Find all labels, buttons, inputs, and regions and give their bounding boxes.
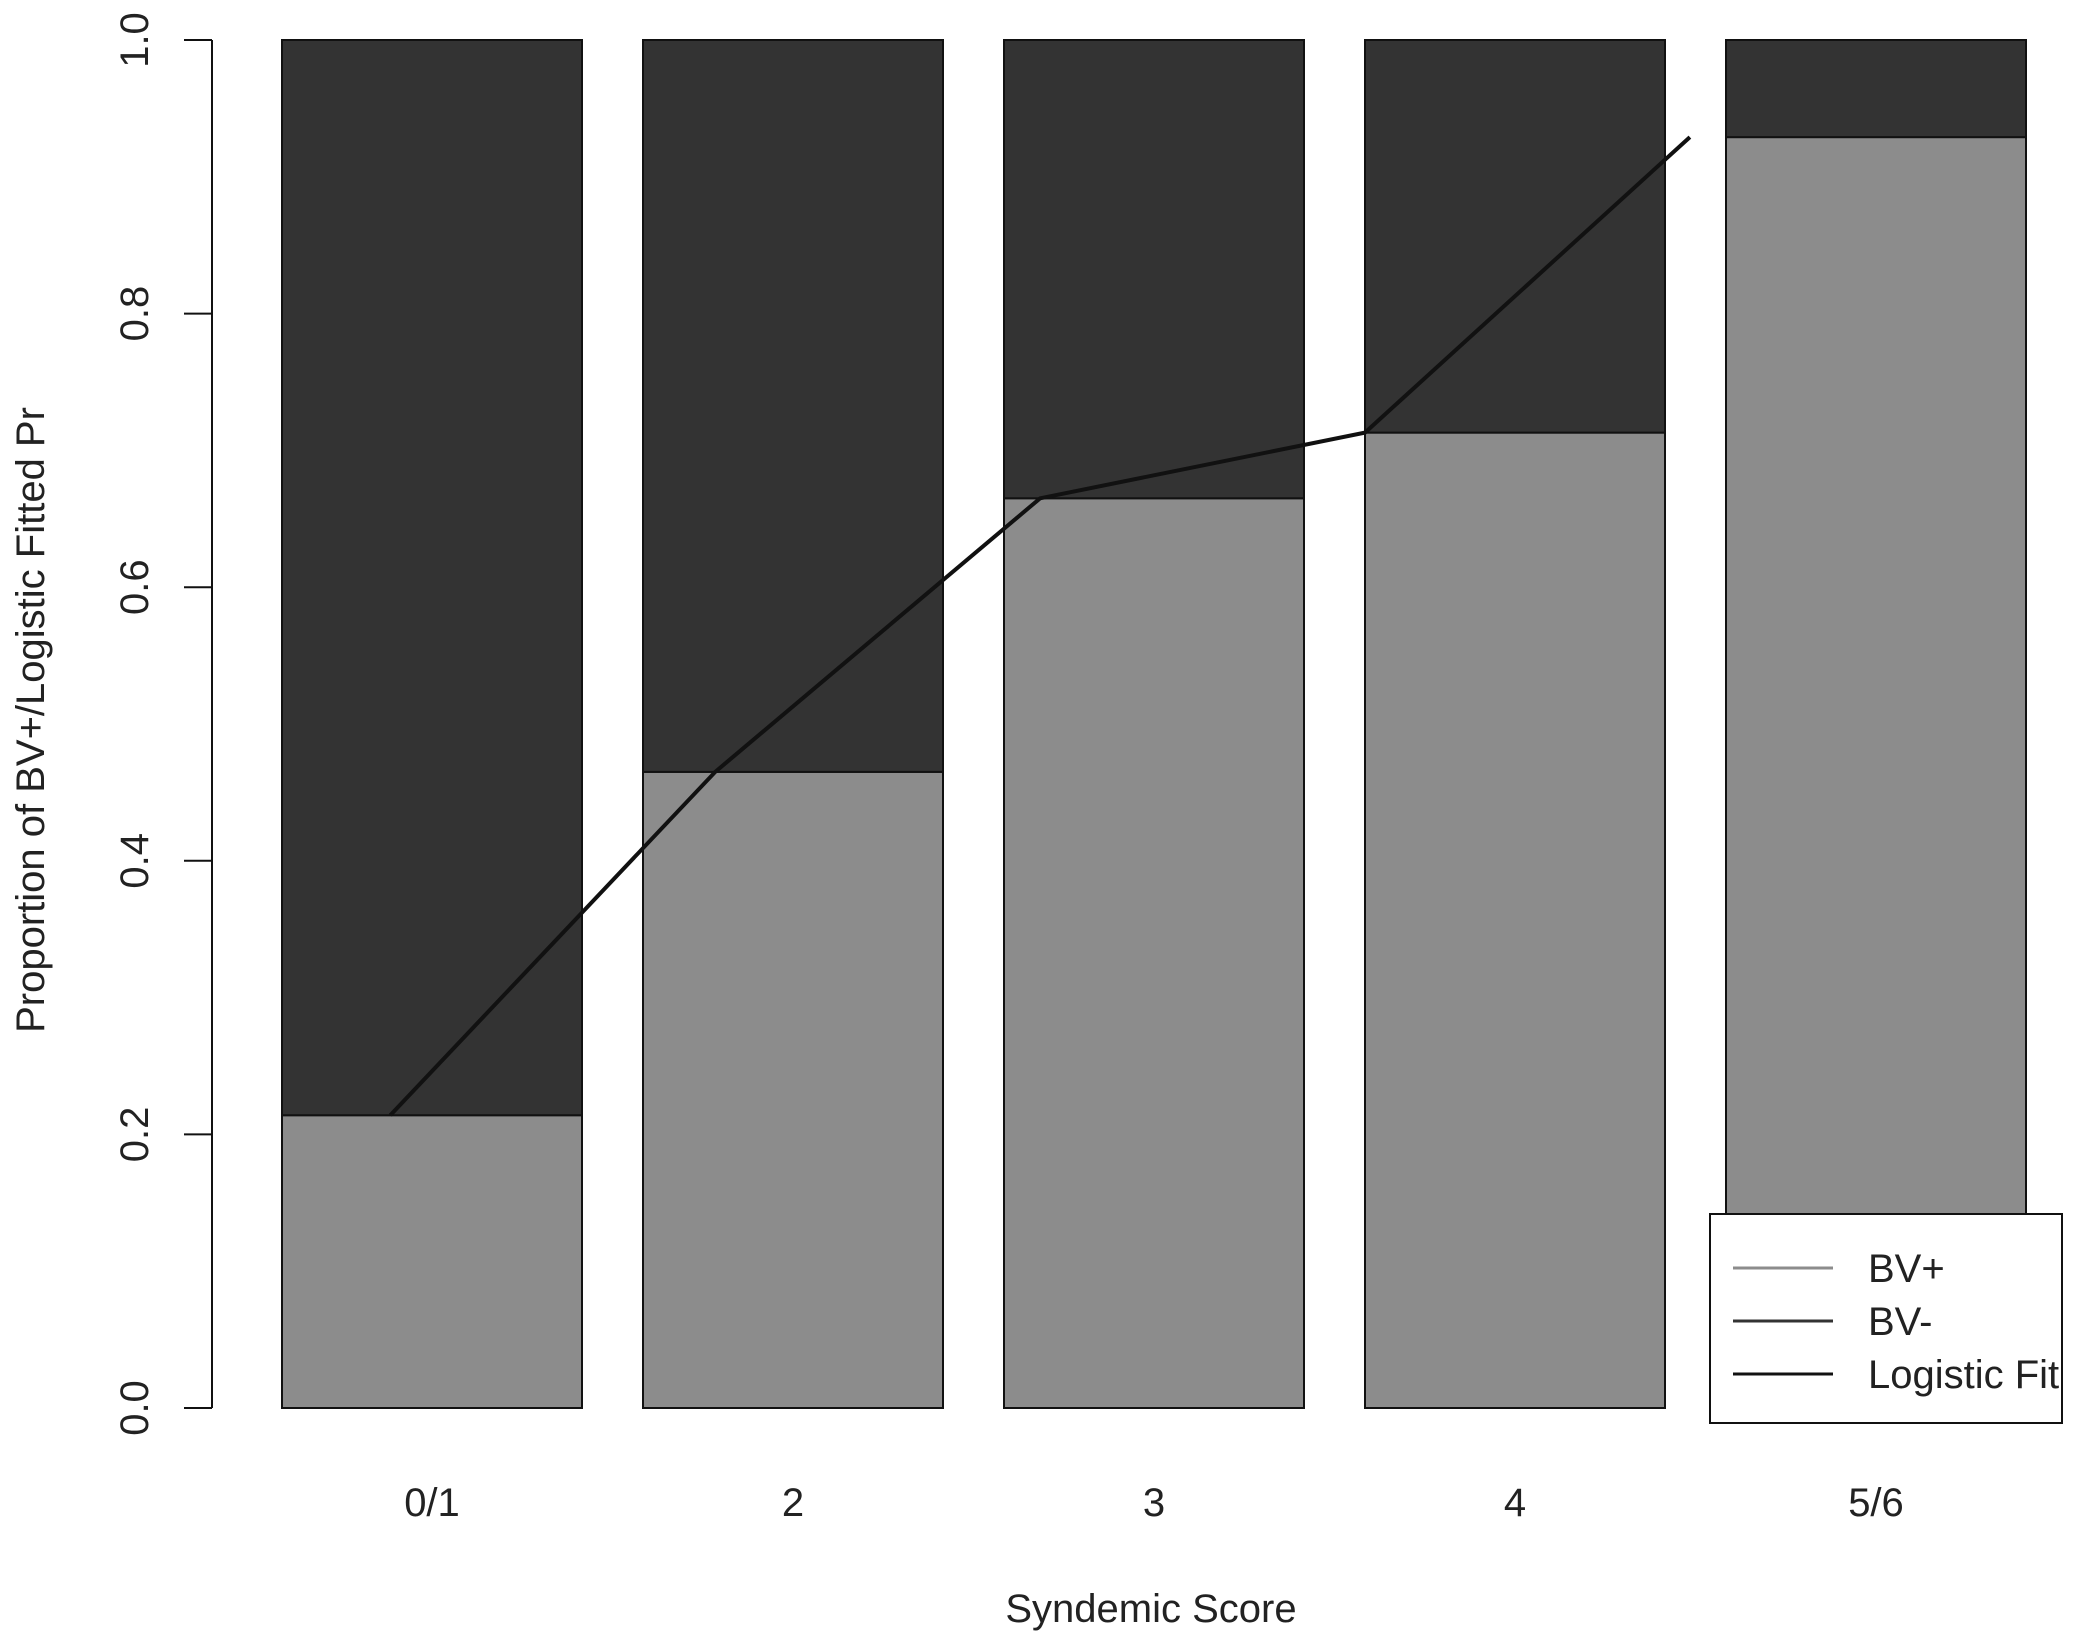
y-tick-label: 0.6 [113, 559, 157, 615]
bar-bv-neg-3 [1003, 39, 1305, 500]
logistic-fit-group [388, 135, 1692, 1117]
bar-bv-neg-1 [281, 39, 583, 1117]
x-tick-label: 3 [1143, 1481, 1165, 1525]
bar-bv-neg-5 [1725, 39, 2027, 139]
bar-bv-pos-3 [1003, 497, 1305, 1409]
x-tick-label: 0/1 [404, 1481, 460, 1525]
y-axis: 0.0 0.2 0.4 0.6 0.8 1.0 [113, 12, 213, 1436]
legend-label: BV- [1868, 1300, 1932, 1344]
logistic-fit-line [388, 135, 1692, 1117]
bars-group [281, 39, 2027, 1410]
y-tick-label: 0.0 [113, 1380, 157, 1436]
legend: BV+ BV- Logistic Fit [1709, 1213, 2063, 1424]
bar-bv-pos-5 [1725, 136, 2027, 1409]
bar-bv-neg-2 [642, 39, 944, 773]
legend-label: BV+ [1868, 1247, 1945, 1291]
y-tick-label: 1.0 [113, 12, 157, 68]
bar-bv-pos-2 [642, 770, 944, 1409]
x-tick-label: 4 [1504, 1481, 1526, 1525]
y-tick-label: 0.2 [113, 1107, 157, 1163]
legend-label: Logistic Fit [1868, 1353, 2059, 1397]
y-axis-title: Proportion of BV+/Logistic Fitted Pr [9, 407, 53, 1033]
x-tick-label: 5/6 [1848, 1481, 1904, 1525]
bar-bv-pos-1 [281, 1114, 583, 1410]
bar-bv-neg-4 [1364, 39, 1666, 434]
x-axis-title: Syndemic Score [1005, 1587, 1296, 1631]
x-tick-label: 2 [782, 1481, 804, 1525]
y-tick-label: 0.4 [113, 833, 157, 889]
bar-bv-pos-4 [1364, 431, 1666, 1409]
y-tick-label: 0.8 [113, 286, 157, 342]
legend-box [1709, 1213, 2063, 1424]
x-axis: 0/1 2 3 4 5/6 [404, 1481, 1904, 1525]
